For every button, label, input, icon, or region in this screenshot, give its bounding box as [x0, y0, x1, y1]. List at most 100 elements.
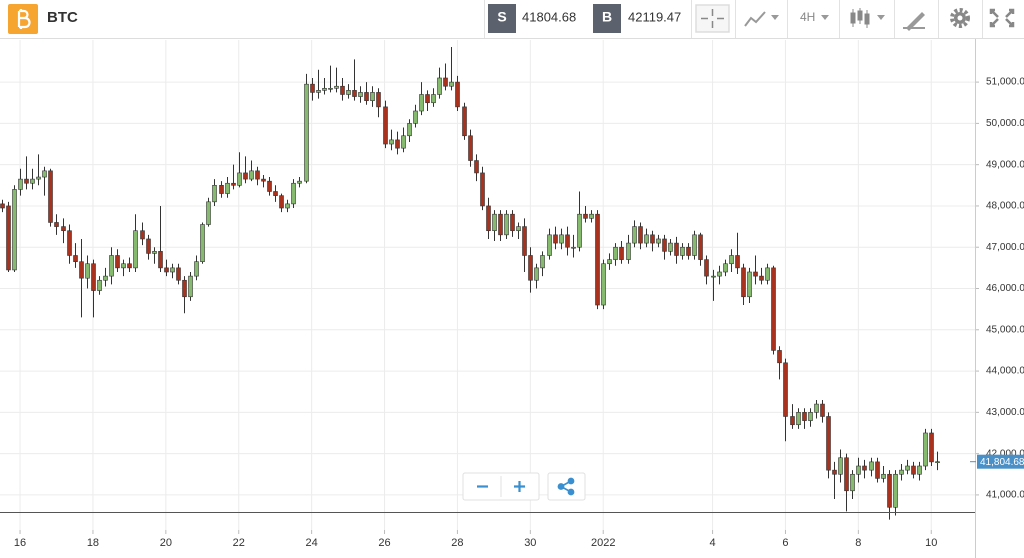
candle-body [30, 178, 35, 184]
candle-body [67, 230, 72, 256]
candle-body [698, 234, 703, 260]
candle-body [291, 182, 296, 205]
candle-body [462, 106, 467, 137]
settings-button[interactable] [950, 8, 970, 28]
candle-body [862, 465, 867, 471]
candle-body [516, 226, 521, 232]
sell-price[interactable]: 41804.68 [522, 9, 576, 24]
candle-body [42, 170, 47, 178]
candle-body [674, 242, 679, 256]
candle-style-button[interactable] [850, 8, 885, 28]
candle-body [856, 465, 861, 475]
candle-body [796, 412, 801, 426]
buy-button[interactable]: B 42119.47 [593, 4, 681, 33]
fullscreen-button[interactable] [989, 8, 1015, 28]
candle-body [729, 255, 734, 265]
candle-body [36, 176, 41, 180]
candle-body [212, 185, 217, 203]
candle-body [352, 90, 357, 97]
buy-label[interactable]: B [602, 9, 612, 25]
candle-body [297, 180, 302, 184]
candle-body [115, 255, 120, 269]
candle-body [899, 469, 904, 475]
candle-body [255, 170, 260, 180]
candle-body [140, 230, 145, 240]
candle-body [176, 267, 181, 281]
candle-body [383, 106, 388, 145]
candle-body [358, 92, 363, 97]
draw-button[interactable] [903, 12, 925, 31]
candle-body [6, 205, 11, 271]
candle-body [765, 267, 770, 281]
zoom-controls [462, 472, 586, 501]
candle-body [48, 170, 53, 223]
gear-hole[interactable] [957, 15, 963, 21]
candle-body [109, 255, 114, 277]
y-tick-label: 50,000.00 [986, 118, 1024, 129]
chart-type-icon[interactable] [744, 11, 766, 27]
fullscreen-icon[interactable] [989, 8, 1015, 28]
timeframe[interactable]: 4H [800, 10, 815, 24]
candle-body [346, 90, 351, 95]
x-tick-label: 4 [710, 537, 716, 549]
crosshair-icon[interactable] [701, 9, 724, 28]
candle-body [273, 191, 278, 196]
gear-teeth[interactable] [950, 8, 970, 28]
candle-body [923, 432, 928, 467]
candle-body [777, 350, 782, 364]
share-icon[interactable] [557, 477, 575, 496]
y-tick-label: 45,000.00 [986, 324, 1024, 335]
last-price-tag [977, 454, 1024, 469]
chart-type-button[interactable] [744, 11, 779, 27]
candle-body [492, 213, 497, 232]
candle-body [802, 412, 807, 421]
candle-body [413, 110, 418, 124]
candle-body [735, 255, 740, 269]
candle-body [875, 461, 880, 479]
candle-body [407, 123, 412, 137]
crosshair-button[interactable] [695, 4, 730, 33]
candle-body [395, 139, 400, 149]
candle-body [304, 83, 309, 182]
symbol: BTC [47, 9, 78, 26]
candle-body [644, 234, 649, 244]
zoom-in[interactable] [514, 481, 525, 492]
candle-body [534, 267, 539, 281]
candle-body [419, 94, 424, 112]
candle-body [18, 178, 23, 190]
share-box[interactable] [547, 472, 586, 501]
candle-body [723, 263, 728, 273]
candle-body [595, 213, 600, 306]
candle-body [431, 94, 436, 104]
candle-body [425, 94, 430, 104]
candle-body [632, 226, 637, 244]
candle-body [12, 189, 17, 271]
candle-body [881, 473, 886, 479]
candle-body [182, 279, 187, 298]
dropdown-arrow[interactable] [877, 15, 885, 20]
sell-badge[interactable] [488, 4, 516, 33]
candle-body [553, 234, 558, 244]
candle-body [771, 267, 776, 351]
candle-body [91, 263, 96, 291]
candle-body [455, 81, 460, 108]
draw-icon[interactable] [906, 12, 925, 31]
candle-icon[interactable] [850, 8, 870, 28]
buy-price[interactable]: 42119.47 [628, 9, 681, 24]
candle-body [127, 263, 132, 269]
candle-body [504, 213, 509, 236]
candle-body [316, 90, 321, 93]
candle-body [808, 412, 813, 421]
candle-body [200, 224, 205, 262]
dropdown-arrow[interactable] [771, 15, 779, 20]
btc-glyph [17, 9, 31, 29]
dropdown-arrow[interactable] [821, 15, 829, 20]
sell-label[interactable]: S [497, 9, 506, 25]
candle-body [547, 234, 552, 256]
candle-body [686, 246, 691, 256]
candle-body [790, 416, 795, 426]
buy-badge[interactable] [593, 4, 621, 33]
timeframe-button[interactable]: 4H [800, 10, 829, 24]
candle-body [613, 246, 618, 260]
sell-button[interactable]: S 41804.68 [488, 4, 576, 33]
